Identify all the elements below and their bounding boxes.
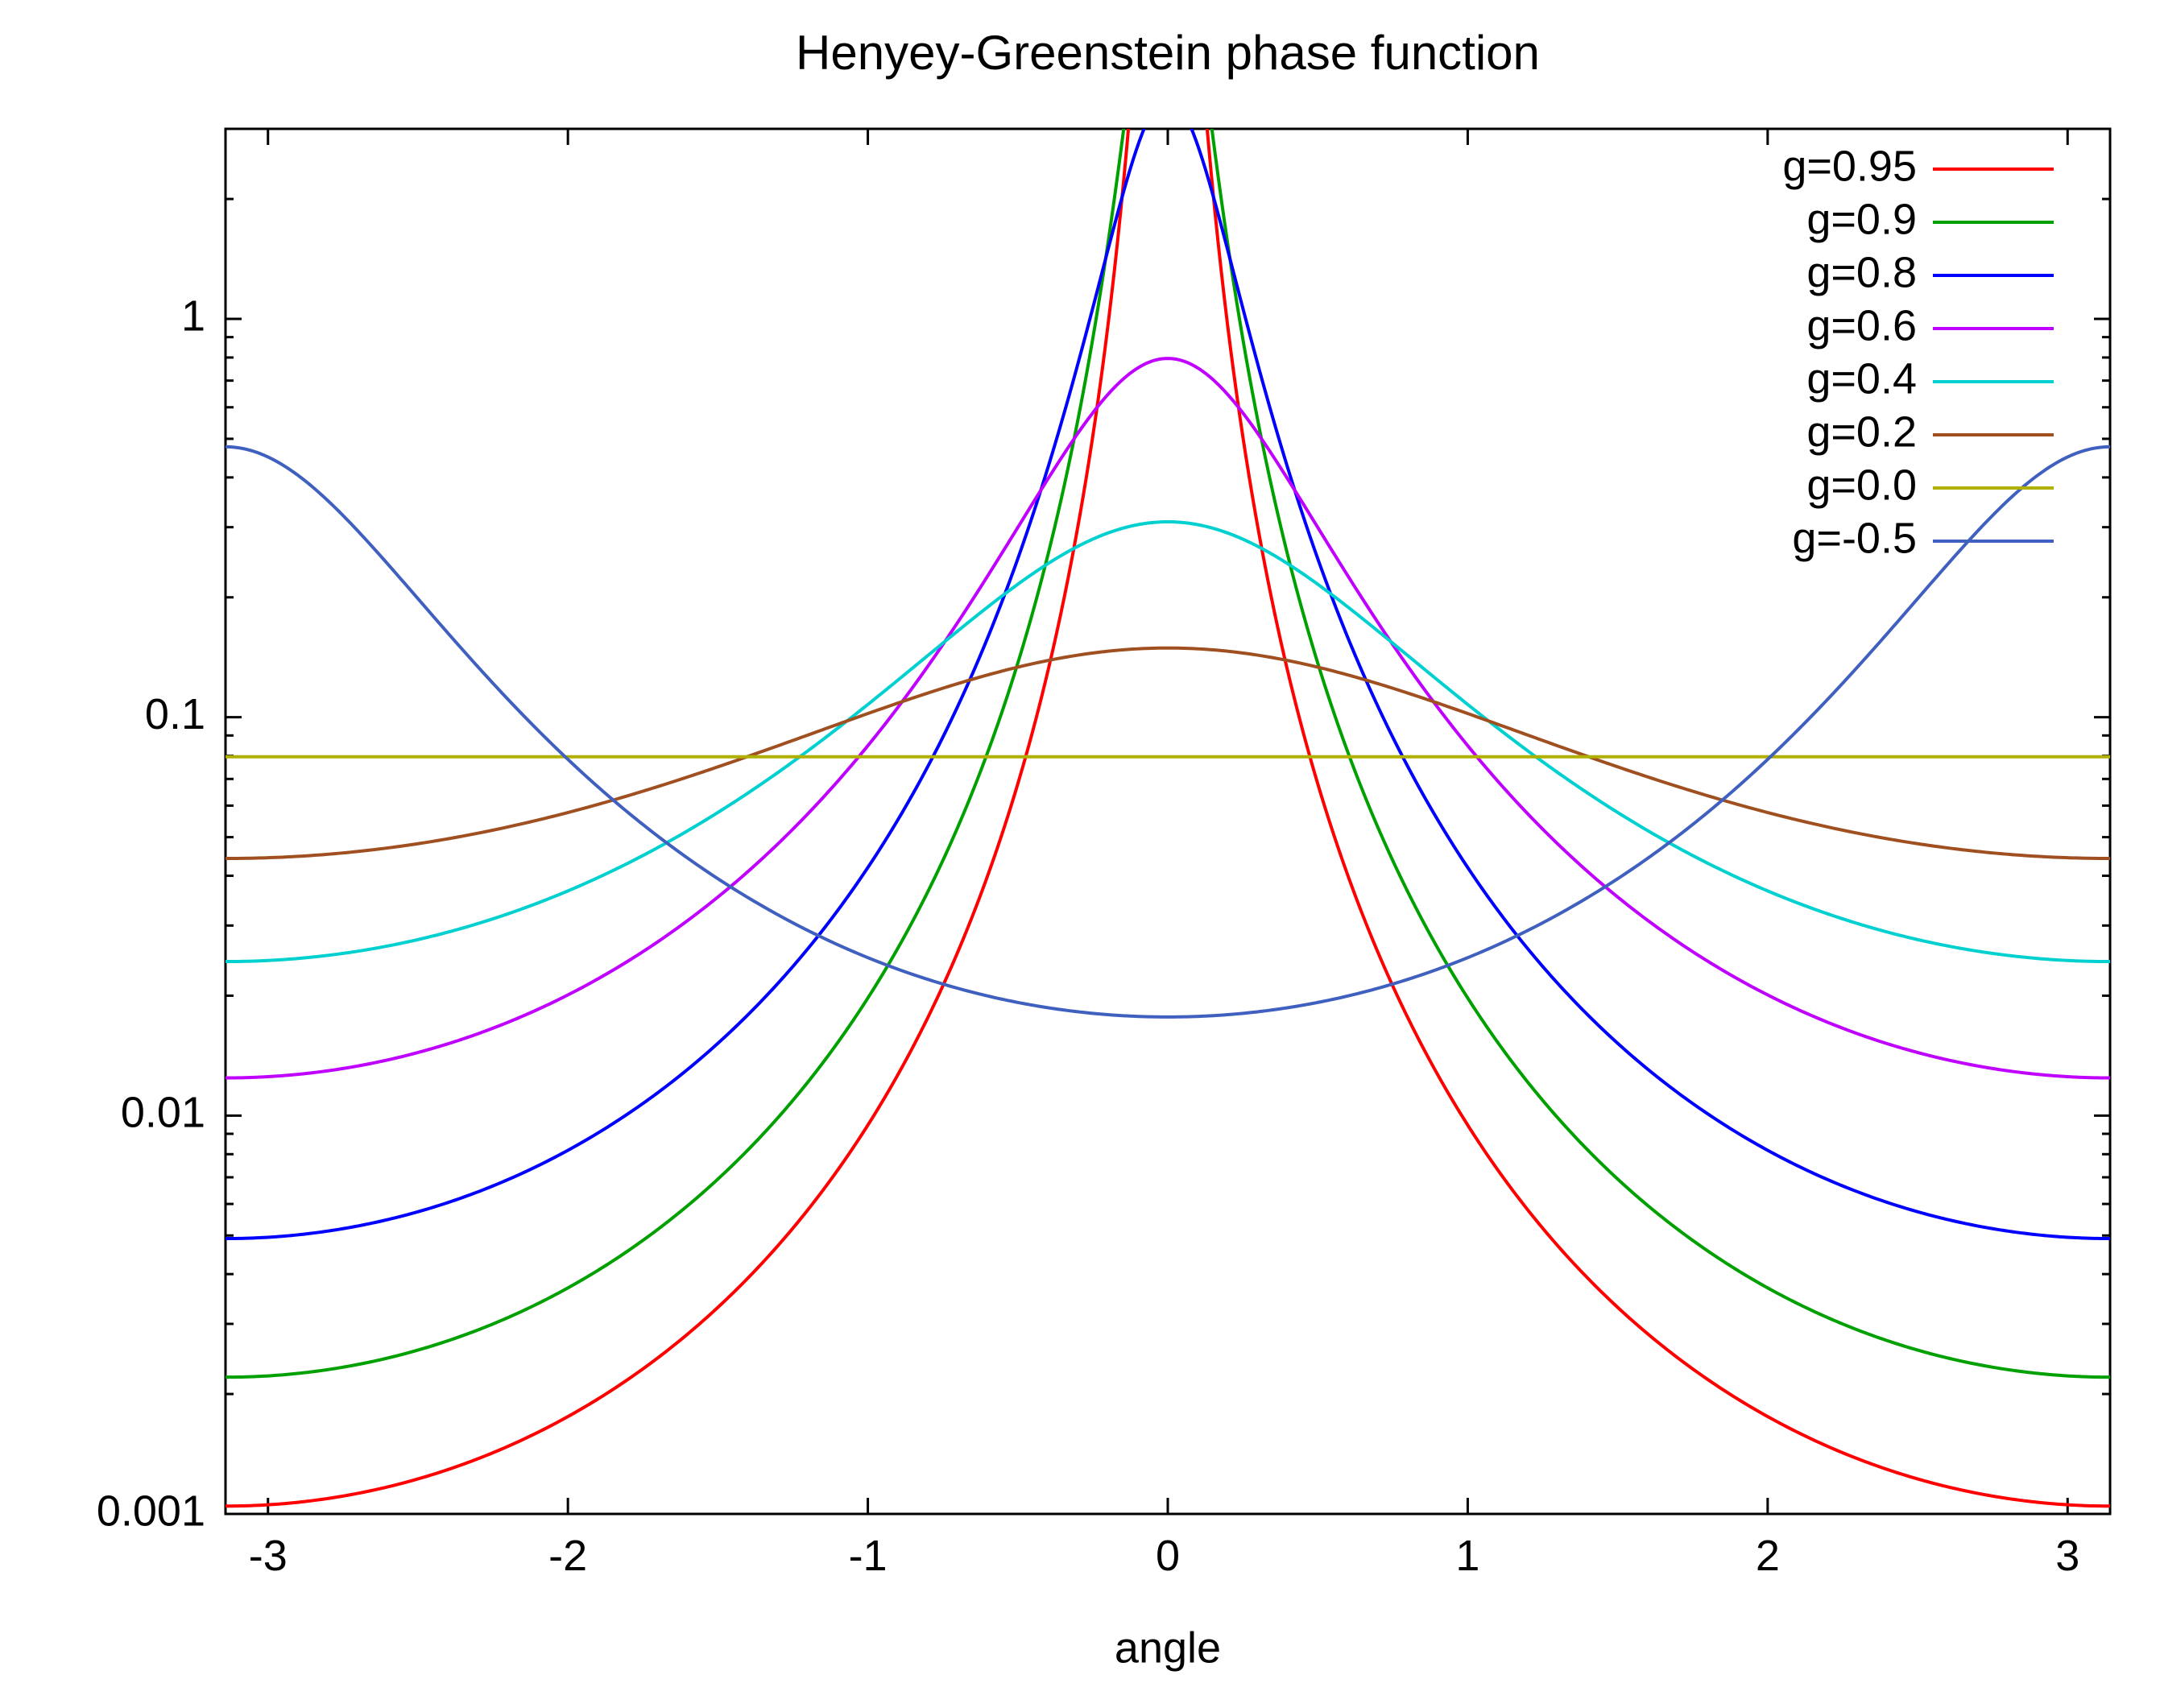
x-tick-label: -3 — [249, 1532, 288, 1580]
legend-label: g=-0.5 — [1792, 514, 1917, 562]
y-tick-label: 1 — [181, 292, 205, 340]
hg-phase-function-chart: Henyey-Greenstein phase function angle -… — [0, 0, 2160, 1708]
x-tick-label: -1 — [849, 1532, 888, 1580]
x-tick-label: 0 — [1156, 1532, 1180, 1580]
legend-label: g=0.9 — [1806, 195, 1917, 243]
x-tick-label: -2 — [548, 1532, 587, 1580]
y-tick-label: 0.001 — [97, 1487, 205, 1535]
legend-label: g=0.0 — [1806, 461, 1917, 509]
x-axis-label: angle — [1115, 1623, 1221, 1672]
legend-label: g=0.8 — [1806, 248, 1917, 296]
x-tick-label: 3 — [2055, 1532, 2079, 1580]
x-tick-label: 1 — [1455, 1532, 1479, 1580]
chart-title: Henyey-Greenstein phase function — [796, 26, 1540, 80]
legend-label: g=0.6 — [1806, 301, 1917, 349]
x-tick-label: 2 — [1756, 1532, 1780, 1580]
legend-label: g=0.2 — [1806, 407, 1917, 456]
legend-label: g=0.95 — [1782, 142, 1917, 190]
y-tick-label: 0.1 — [145, 690, 205, 738]
y-tick-label: 0.01 — [121, 1089, 205, 1137]
legend-label: g=0.4 — [1806, 354, 1917, 403]
